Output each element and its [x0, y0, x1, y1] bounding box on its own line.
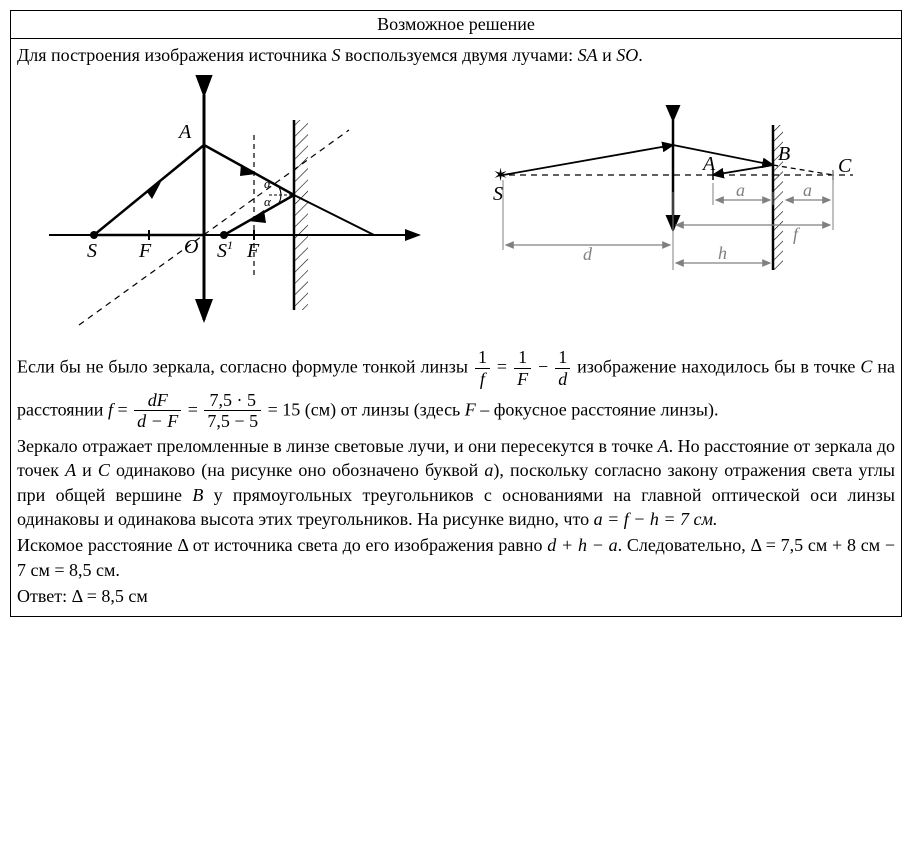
- text: одинаково (на рисунке оно обозначено бук…: [110, 460, 484, 480]
- text: Если бы не было зеркала, согласно формул…: [17, 357, 473, 377]
- solution-box: Возможное решение Для построения изображ…: [10, 10, 902, 617]
- label-F2: F: [246, 240, 260, 262]
- solution-body: Для построения изображения источника S в…: [11, 39, 901, 616]
- frac-dF: dFd − F: [134, 390, 181, 432]
- diagrams-row: A O S F S1 F α α: [17, 75, 895, 335]
- diagram-right: ✶: [473, 105, 873, 305]
- text: от линзы (здесь: [336, 399, 465, 419]
- text: и: [598, 45, 617, 65]
- text: Искомое расстояние Δ от источника света …: [17, 535, 547, 555]
- label-alpha1: α: [264, 176, 272, 191]
- label-C: C: [838, 155, 852, 177]
- header-title: Возможное решение: [11, 11, 901, 39]
- label-h: h: [718, 243, 727, 263]
- var-B: B: [192, 485, 203, 505]
- text: .: [638, 45, 643, 65]
- var-a: a: [484, 460, 493, 480]
- paragraph-4: Искомое расстояние Δ от источника света …: [17, 533, 895, 582]
- var-C2: C: [98, 460, 110, 480]
- text: Зеркало отражает преломленные в линзе св…: [17, 436, 658, 456]
- paragraph-3: Зеркало отражает преломленные в линзе св…: [17, 434, 895, 531]
- eq-a: a = f − h = 7 см.: [594, 509, 718, 529]
- answer-line: Ответ: Δ = 8,5 см: [17, 584, 895, 608]
- text: воспользуемся двумя лучами:: [341, 45, 578, 65]
- intro-paragraph: Для построения изображения источника S в…: [17, 43, 895, 67]
- paragraph-2a: Если бы не было зеркала, согласно формул…: [17, 347, 895, 432]
- label-B: B: [778, 143, 790, 165]
- var-f: f: [108, 399, 113, 419]
- label-alpha2: α: [264, 194, 272, 209]
- frac-1d: 1d: [555, 347, 570, 389]
- frac-1F: 1F: [514, 347, 531, 389]
- label-A2: A: [701, 153, 716, 175]
- var-A2: A: [65, 460, 76, 480]
- var-S: S: [332, 45, 341, 65]
- var-A: A: [658, 436, 669, 456]
- label-S: S: [87, 240, 97, 262]
- label-A: A: [177, 121, 192, 143]
- frac-1f: 1f: [475, 347, 490, 389]
- label-S1: S1: [217, 238, 233, 262]
- label-a: a: [736, 180, 745, 200]
- label-S2: S: [493, 183, 503, 205]
- label-F: F: [138, 240, 152, 262]
- diagram-left: A O S F S1 F α α: [39, 75, 429, 335]
- expr-dha: d + h − a: [547, 535, 617, 555]
- answer-text: Ответ: Δ = 8,5 см: [17, 586, 148, 606]
- var-SA: SA: [578, 45, 598, 65]
- var-F: F: [465, 399, 476, 419]
- label-a2: a: [803, 180, 812, 200]
- var-C: C: [860, 357, 872, 377]
- label-d: d: [583, 244, 593, 264]
- result-15: 15 (см): [282, 399, 336, 419]
- text: изображение находилось бы в точке: [577, 357, 860, 377]
- text: и: [76, 460, 98, 480]
- text: – фокусное расстояние линзы).: [476, 399, 719, 419]
- label-f: f: [793, 224, 801, 244]
- var-SO: SO: [616, 45, 638, 65]
- label-O: O: [184, 236, 198, 258]
- frac-num: 7,5 · 57,5 − 5: [204, 390, 261, 432]
- text: Для построения изображения источника: [17, 45, 332, 65]
